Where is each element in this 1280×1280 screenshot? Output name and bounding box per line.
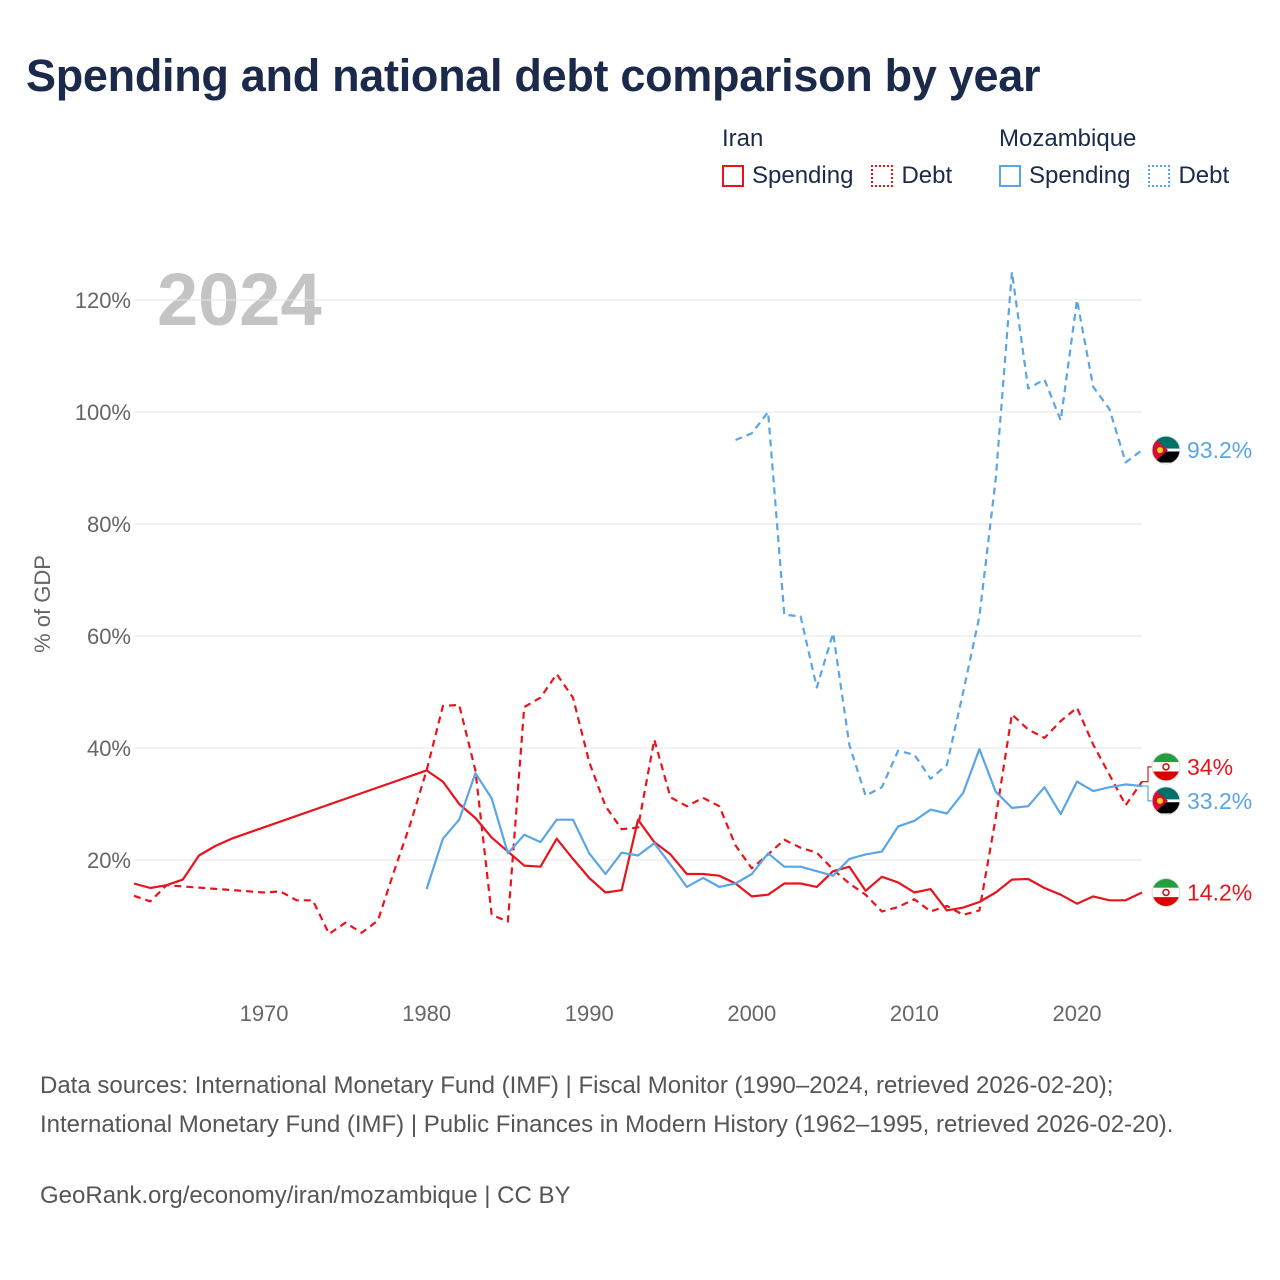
x-tick-label: 2000 xyxy=(727,1001,776,1026)
mozambique-flag-icon xyxy=(1152,436,1180,465)
flag-border xyxy=(1151,435,1181,465)
legend-item-mozambique-debt[interactable]: Debt xyxy=(1148,162,1229,190)
legend-group-title: Mozambique xyxy=(999,125,1137,152)
legend-group-mozambique: Mozambique Spending Debt xyxy=(999,122,1247,196)
y-tick-label: 80% xyxy=(87,512,131,537)
legend-group-title: Iran xyxy=(722,125,764,152)
credit-line: GeoRank.org/economy/iran/mozambique | CC… xyxy=(40,1182,571,1209)
series-line-mozambique-spending xyxy=(425,748,1143,890)
flag-border xyxy=(1151,877,1181,907)
legend-swatch-dotted xyxy=(1148,165,1171,187)
legend-label: Spending xyxy=(752,162,854,189)
x-tick-label: 2010 xyxy=(890,1001,939,1026)
chart-title: Spending and national debt comparison by… xyxy=(26,50,1041,101)
end-value-label-mozambique-debt: 93.2% xyxy=(1187,437,1252,463)
legend-label: Spending xyxy=(1029,162,1131,189)
y-tick-label: 100% xyxy=(75,400,131,425)
legend-item-mozambique-spending[interactable]: Spending xyxy=(999,162,1130,190)
series-line-iran-debt xyxy=(133,673,1143,935)
mozambique-flag-icon xyxy=(1152,786,1180,815)
legend-item-iran-debt[interactable]: Debt xyxy=(871,162,952,190)
label-connector-mozambique-spending xyxy=(1142,785,1153,802)
y-axis-label: % of GDP xyxy=(30,555,55,653)
legend-item-iran-spending[interactable]: Spending xyxy=(722,162,853,190)
iran-flag-icon xyxy=(1152,878,1180,907)
legend-swatch-solid xyxy=(999,165,1021,187)
end-value-label-mozambique-spending: 33.2% xyxy=(1187,788,1252,814)
iran-flag-icon xyxy=(1152,752,1180,781)
flag-border xyxy=(1151,752,1181,782)
y-tick-label: 60% xyxy=(87,624,131,649)
end-value-label-iran-spending: 14.2% xyxy=(1187,879,1252,905)
series-line-mozambique-debt xyxy=(735,270,1143,797)
legend-label: Debt xyxy=(901,162,953,189)
data-sources: Data sources: International Monetary Fun… xyxy=(40,1072,1174,1138)
legend-label: Debt xyxy=(1178,162,1230,189)
flag-border xyxy=(1151,786,1181,816)
legend-swatch-solid xyxy=(722,165,744,187)
legend-group-iran: Iran Spending Debt xyxy=(722,122,970,196)
label-connector-iran-debt xyxy=(1142,766,1153,783)
x-tick-label: 1980 xyxy=(402,1001,451,1026)
x-tick-label: 1970 xyxy=(240,1001,289,1026)
series-line-iran-spending xyxy=(133,769,1143,912)
legend-swatch-dotted xyxy=(871,165,894,187)
y-tick-label: 120% xyxy=(75,288,131,313)
y-tick-label: 20% xyxy=(87,848,131,873)
x-tick-label: 2020 xyxy=(1052,1001,1101,1026)
end-value-label-iran-debt: 34% xyxy=(1187,754,1233,780)
y-tick-label: 40% xyxy=(87,736,131,761)
x-tick-label: 1990 xyxy=(565,1001,614,1026)
